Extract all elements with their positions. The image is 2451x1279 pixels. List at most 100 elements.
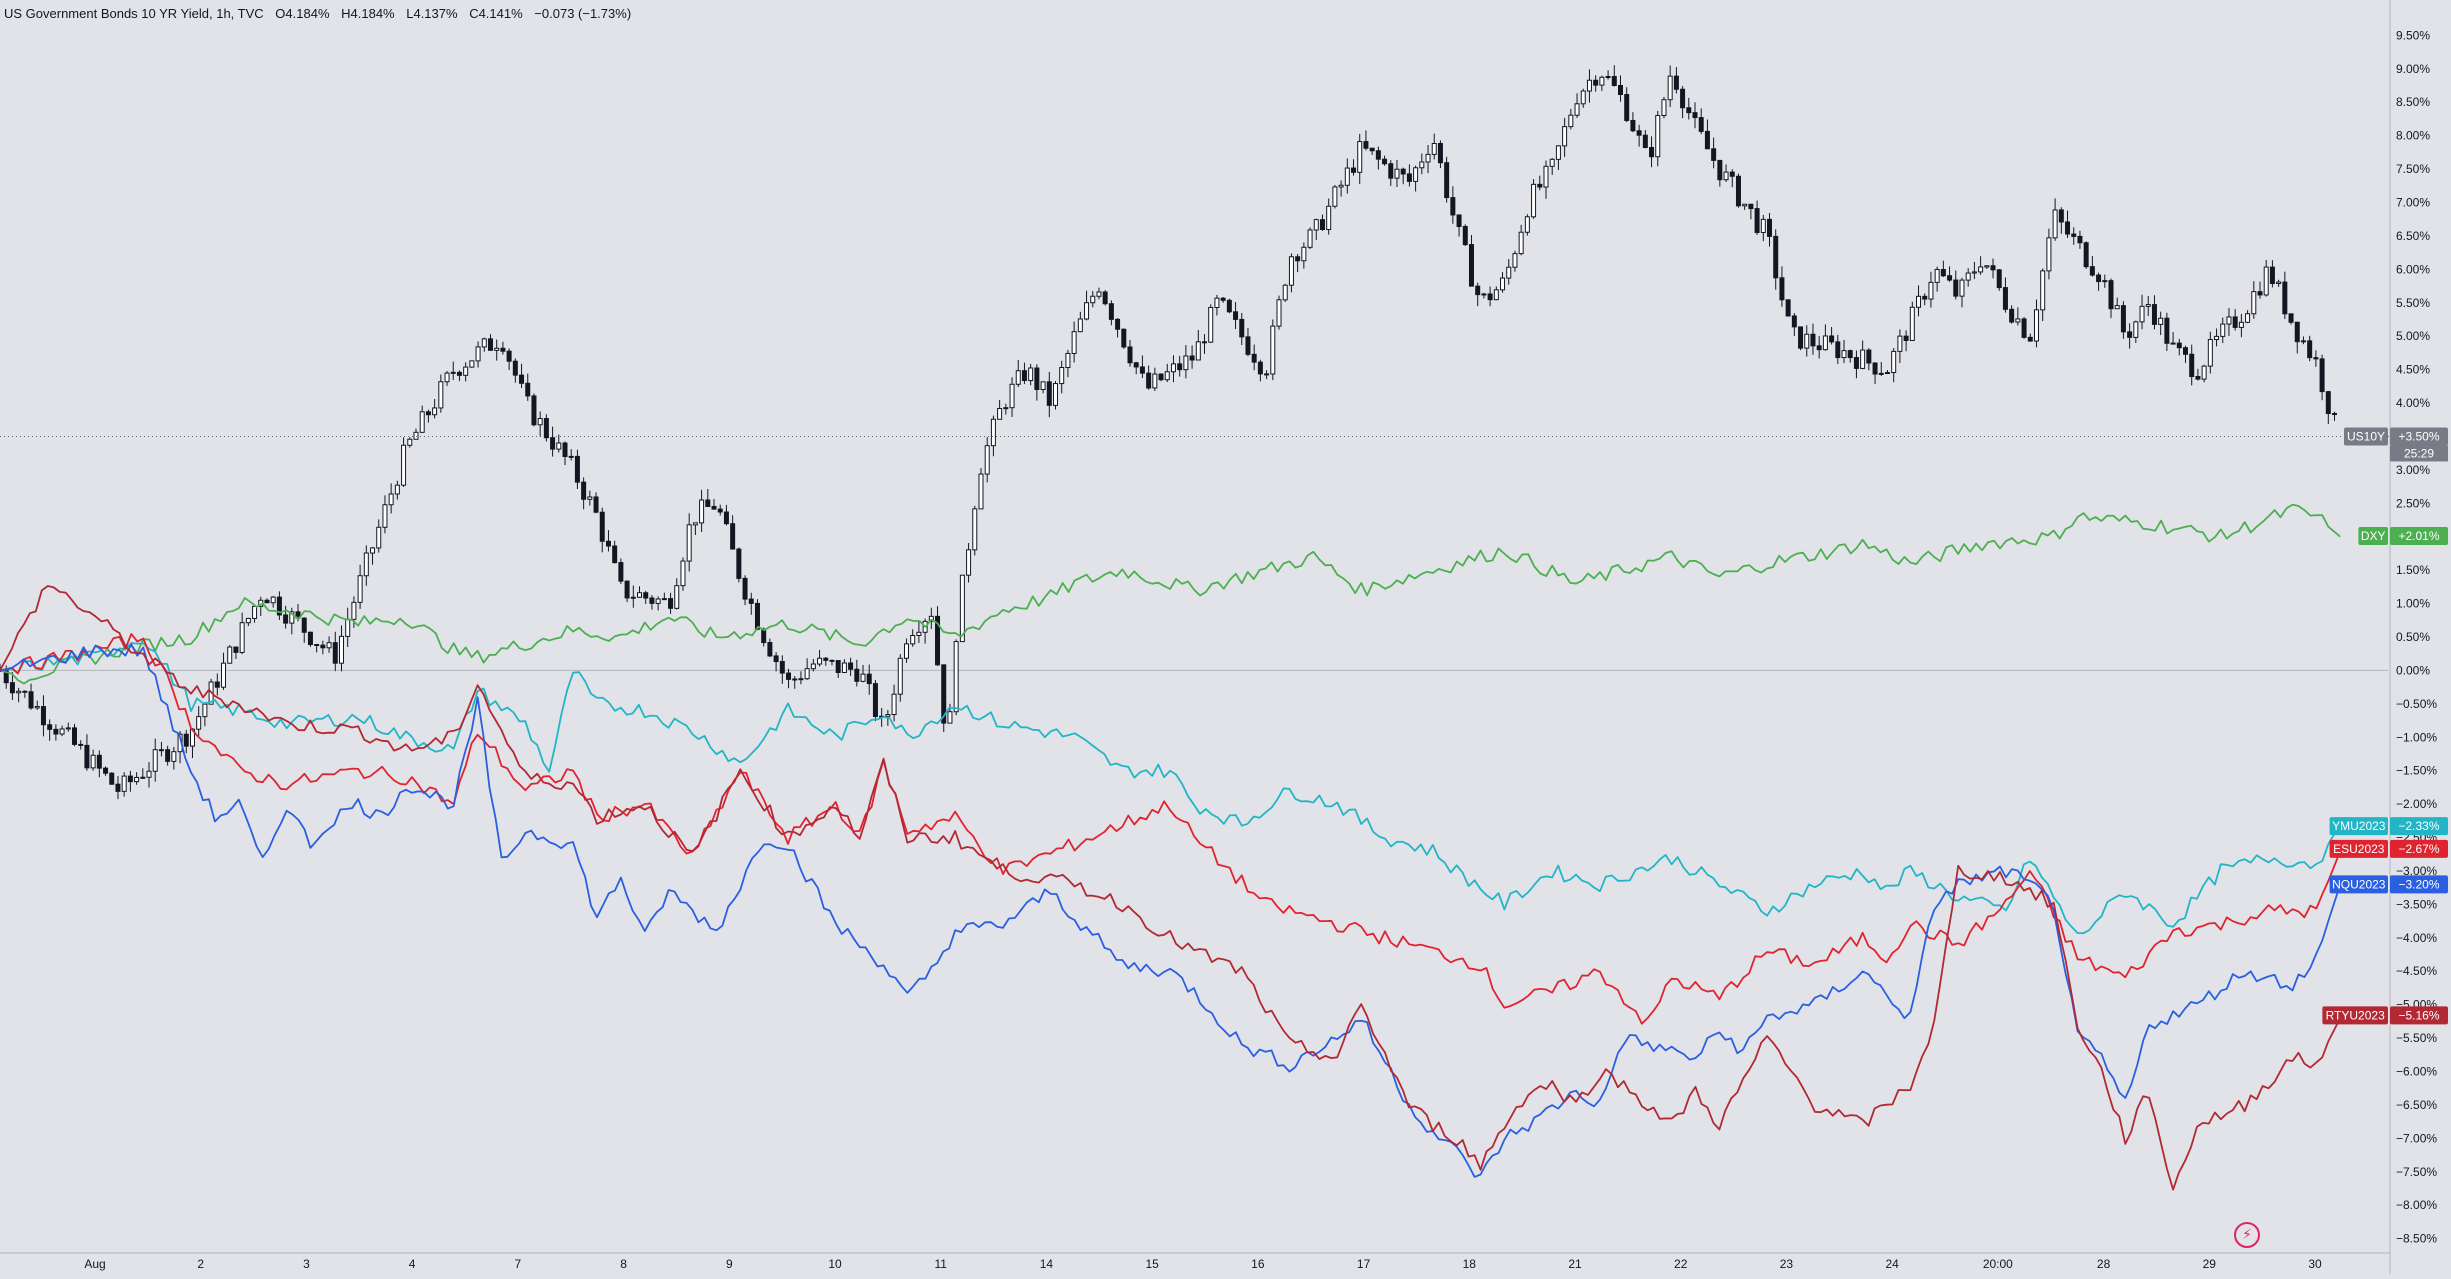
series-DXY[interactable] [0, 503, 2341, 685]
candle-body [1916, 295, 1922, 308]
candle-body [2139, 305, 2145, 323]
candle-body [1555, 145, 1561, 160]
candle-body [1760, 218, 1766, 233]
series-value-label: −2.33% [2398, 819, 2439, 833]
candle-body [127, 775, 133, 783]
candle-body [1680, 88, 1686, 109]
series-line-DXY[interactable] [0, 503, 2341, 685]
candle-body [1785, 299, 1791, 317]
candle-body [1667, 75, 1673, 101]
candle-body [574, 455, 580, 483]
candle-body [1481, 293, 1487, 296]
series-layer[interactable] [0, 65, 2390, 1191]
time-tick-label: 17 [1357, 1257, 1371, 1271]
time-tick-label: 14 [1040, 1257, 1054, 1271]
candle-body [1636, 130, 1642, 136]
candle-body [2214, 335, 2220, 341]
candle-body [78, 743, 84, 746]
candle-body [276, 596, 282, 616]
candle-body [134, 776, 140, 783]
candle-body [891, 693, 897, 716]
price-tick-label: −5.50% [2396, 1031, 2437, 1045]
candle-body [2176, 342, 2182, 349]
candle-body [1847, 350, 1853, 359]
series-YMU2023[interactable] [0, 642, 2341, 935]
candle-body [320, 644, 326, 649]
candle-body [1978, 266, 1984, 273]
candle-body [1574, 103, 1580, 116]
candle-body [22, 690, 28, 693]
series-NQU2023[interactable] [0, 643, 2342, 1178]
candle-body [2071, 233, 2077, 237]
candle-body [668, 598, 674, 609]
candle-body [96, 754, 102, 769]
candle-body [1468, 244, 1474, 287]
candle-body [2102, 280, 2108, 283]
candle-body [2089, 266, 2095, 276]
candle-body [1562, 126, 1568, 147]
candle-body [494, 347, 500, 351]
series-value-label: +3.50% [2398, 429, 2439, 443]
series-line-NQU2023[interactable] [0, 643, 2342, 1178]
candle-body [2133, 321, 2139, 338]
candle-body [1586, 79, 1592, 92]
candle-body [1394, 168, 1400, 179]
candle-body [2226, 316, 2232, 325]
candle-body [1264, 373, 1270, 376]
candle-body [1909, 306, 1915, 341]
candle-body [1059, 367, 1065, 385]
candle-body [401, 444, 407, 486]
candle-body [705, 499, 711, 507]
price-tick-label: 0.50% [2396, 630, 2430, 644]
candle-body [1512, 253, 1518, 268]
price-tick-label: 3.00% [2396, 463, 2430, 477]
time-axis[interactable]: Aug 2 3 4 7 8 9 10 11 14 15 16 17 18 21 22 23 24 20:00 28 29… [84, 1257, 2322, 1271]
series-name-label: US10Y [2347, 429, 2385, 443]
candle-body [1878, 372, 1884, 375]
candle-body [1164, 371, 1170, 381]
candle-body [1183, 355, 1189, 371]
candle-body [1816, 345, 1822, 351]
series-line-YMU2023[interactable] [0, 642, 2341, 935]
candle-body [1288, 256, 1294, 286]
series-RTYU2023[interactable] [0, 585, 2342, 1191]
bolt-icon[interactable]: ⚡ [2234, 1222, 2260, 1248]
candle-body [1313, 219, 1319, 231]
candle-body [1077, 318, 1083, 333]
candle-body [2220, 323, 2226, 337]
candle-body [1444, 162, 1450, 199]
candle-body [388, 493, 394, 506]
candle-body [941, 664, 947, 724]
symbol-legend[interactable]: US Government Bonds 10 YR Yield, 1h, TVC… [4, 6, 639, 21]
series-line-RTYU2023[interactable] [0, 585, 2342, 1191]
time-tick-label: 22 [1674, 1257, 1688, 1271]
candle-body [1475, 285, 1481, 296]
candle-body [307, 631, 313, 646]
candle-body [1257, 361, 1263, 375]
series-line-ESU2023[interactable] [0, 633, 2342, 1025]
candle-body [1822, 335, 1828, 351]
candle-body [2257, 291, 2263, 296]
candle-body [407, 438, 413, 446]
candle-body [28, 691, 34, 709]
candle-body [500, 347, 506, 352]
candle-body [953, 641, 959, 713]
series-name-label: DXY [2361, 529, 2386, 543]
candle-body [804, 668, 810, 680]
candle-body [1233, 311, 1239, 320]
series-ESU2023[interactable] [0, 633, 2342, 1025]
candle-body [65, 727, 71, 730]
candle-body [1810, 333, 1816, 347]
candle-body [885, 714, 891, 717]
candle-body [2033, 309, 2039, 342]
price-tick-label: 9.00% [2396, 62, 2430, 76]
candle-body [1655, 115, 1661, 158]
candle-body [338, 635, 344, 664]
candle-body [376, 526, 382, 549]
series-US10Y[interactable] [0, 65, 2390, 800]
time-tick-label: 21 [1568, 1257, 1582, 1271]
symbol-description[interactable]: US Government Bonds 10 YR Yield, 1h, TVC [4, 6, 264, 21]
candle-body [2282, 281, 2288, 315]
